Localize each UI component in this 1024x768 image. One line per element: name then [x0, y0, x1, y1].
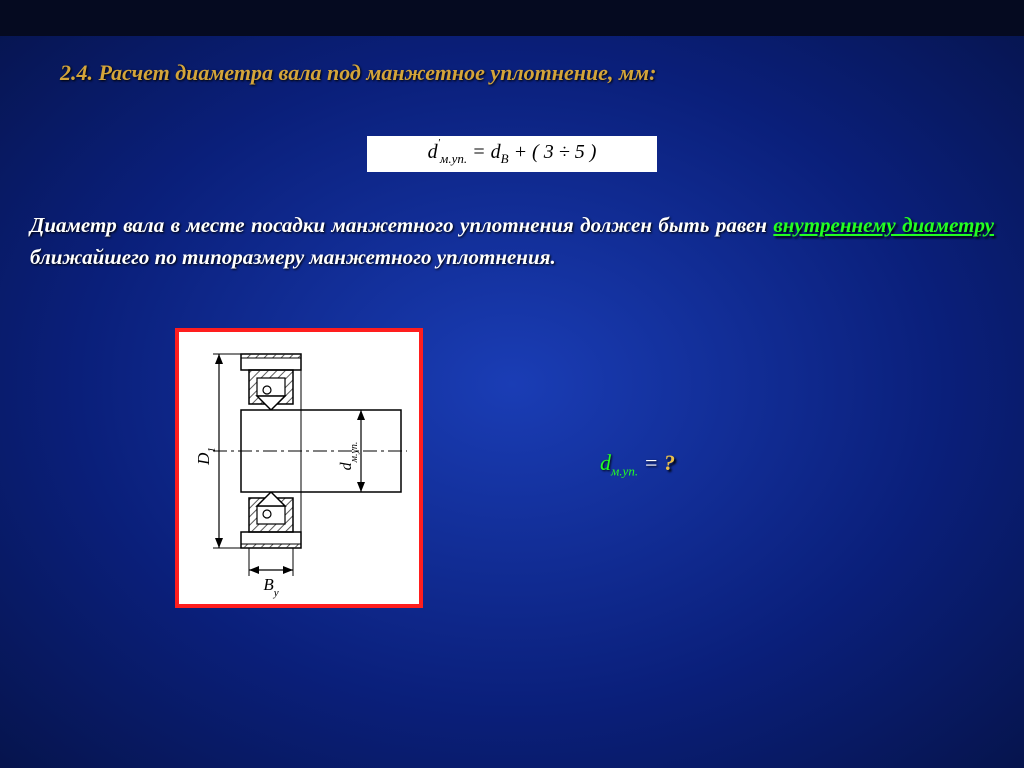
formula-tail: + ( 3 ÷ 5 ) — [514, 141, 597, 163]
result-question: ? — [664, 450, 675, 475]
label-By: Bу — [263, 575, 278, 599]
para-pre: Диаметр вала в месте посадки манжетного … — [30, 213, 773, 237]
formula-lhs-prime: ′ — [438, 137, 440, 149]
top-band — [0, 0, 1024, 36]
result-sub: м.уп. — [611, 463, 638, 478]
seal-diagram: D1 dм.уп. Bу — [175, 328, 423, 608]
result-eq-sign: = — [644, 450, 664, 475]
result-equation: dм.уп. = ? — [600, 450, 675, 479]
result-var: d — [600, 450, 611, 475]
main-formula: d′м.уп. = dВ + ( 3 ÷ 5 ) — [367, 136, 657, 172]
formula-eq: = — [472, 141, 491, 163]
label-D1: D1 — [194, 447, 218, 466]
formula-lhs-var: d — [428, 141, 438, 163]
para-post: ближайшего по типоразмеру манжетного упл… — [30, 245, 556, 269]
para-green-term: внутреннему диаметру — [773, 213, 994, 237]
description-paragraph: Диаметр вала в месте посадки манжетного … — [30, 210, 994, 273]
section-title: 2.4. Расчет диаметра вала под манжетное … — [60, 60, 1024, 86]
formula-lhs-sub: м.уп. — [440, 151, 467, 166]
formula-rhs-var: d — [491, 141, 501, 163]
formula-rhs-sub: В — [501, 151, 509, 166]
